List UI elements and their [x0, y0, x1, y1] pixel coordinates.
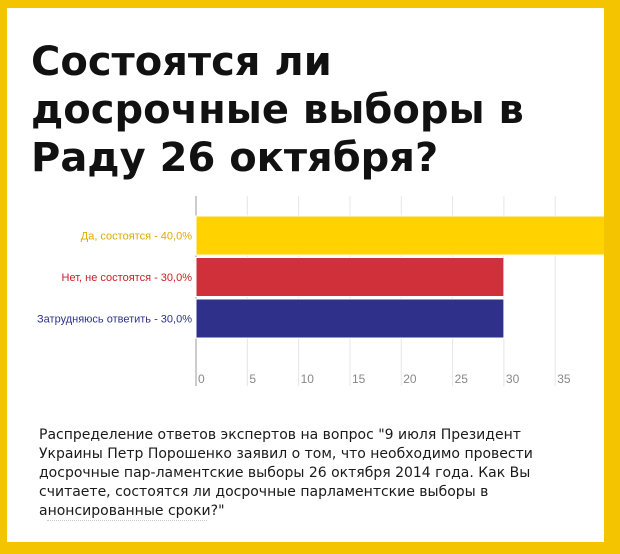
- x-tick-label: 20: [403, 372, 417, 386]
- category-label: Затрудняюсь ответить - 30,0%: [37, 314, 192, 326]
- bar: [195, 257, 505, 297]
- x-tick-label: 0: [198, 372, 205, 386]
- category-label: Нет, не состоятся - 30,0%: [62, 272, 193, 284]
- chart-caption: Распределение ответов экспертов на вопро…: [39, 427, 533, 519]
- category-label: Да, состоятся - 40,0%: [81, 231, 192, 243]
- x-tick-label: 35: [557, 372, 571, 386]
- bar: [195, 298, 505, 339]
- chart-card: Состоятся ли досрочные выборы в Раду 26 …: [7, 8, 604, 542]
- chart-canvas: 0 5 10 15 20 25 30 35 Да, состоятся - 40,0% Нет, …: [37, 196, 604, 386]
- bar: [195, 215, 604, 256]
- bar-chart: 0 5 10 15 20 25 30 35 Да, состоятся - 40,0% Нет, …: [7, 186, 604, 396]
- x-tick-label: 25: [455, 372, 469, 386]
- dotted-divider: [47, 520, 207, 522]
- x-tick-label: 30: [506, 372, 520, 386]
- x-tick-label: 5: [249, 372, 256, 386]
- chart-title: Состоятся ли досрочные выборы в Раду 26 …: [31, 39, 524, 181]
- x-tick-label: 15: [352, 372, 366, 386]
- x-tick-label: 10: [301, 372, 315, 386]
